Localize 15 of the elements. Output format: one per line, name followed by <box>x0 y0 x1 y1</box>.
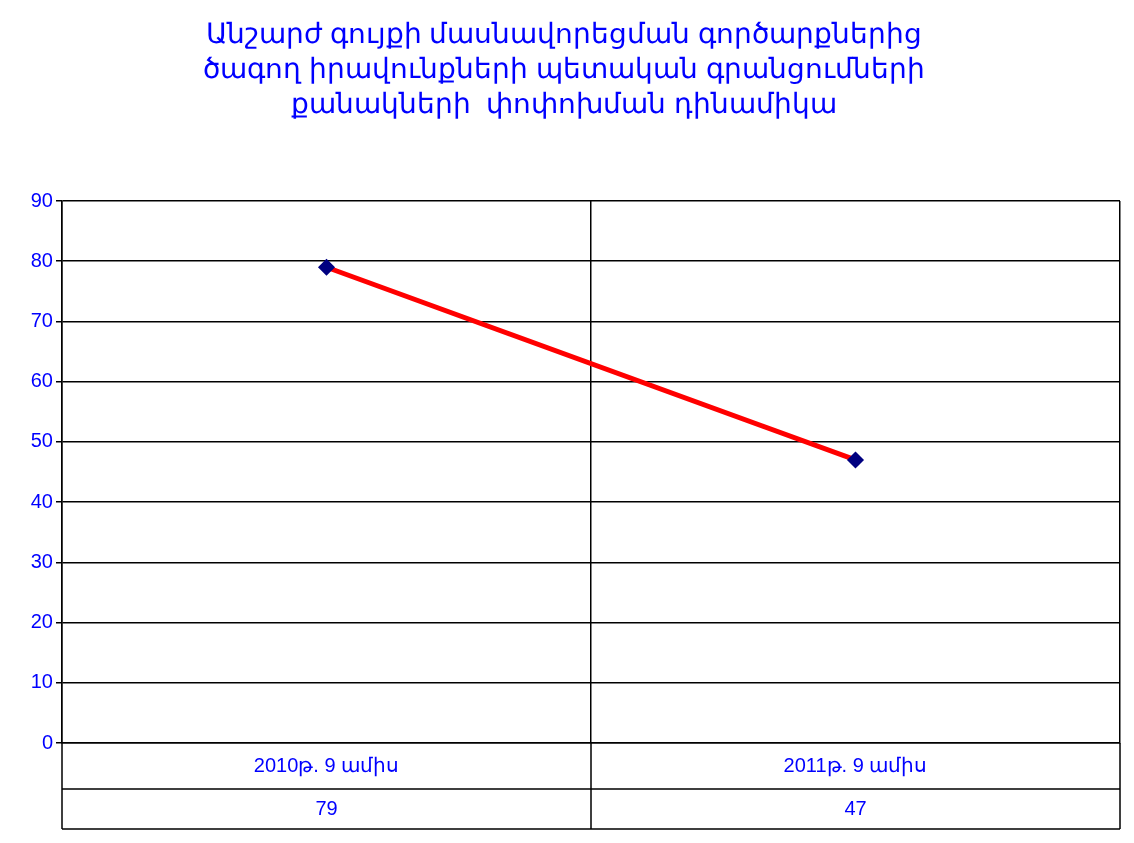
y-tick-label: 30 <box>30 549 53 572</box>
x-tick-label: 2011թ. 9 ամիս <box>783 753 928 777</box>
data-label: 47 <box>844 796 867 819</box>
data-label: 79 <box>315 796 338 819</box>
x-tick-label: 2010թ. 9 ամիս <box>253 753 400 777</box>
chart-title: Անշարժ գույքի մասնավորեցման գործարքներից ծագող իրավունքների պետական գրանցումների քանակների փոփոխման դինամիկա <box>203 18 925 120</box>
y-tick-label: 10 <box>30 670 53 693</box>
y-tick-label: 70 <box>30 308 53 331</box>
y-tick-label: 80 <box>30 248 53 271</box>
y-tick-label: 0 <box>41 730 53 753</box>
y-tick-label: 20 <box>30 610 53 633</box>
y-tick-label: 60 <box>30 369 53 392</box>
y-tick-label: 90 <box>30 188 53 211</box>
y-tick-label: 50 <box>30 429 53 452</box>
y-tick-label: 40 <box>30 489 53 512</box>
